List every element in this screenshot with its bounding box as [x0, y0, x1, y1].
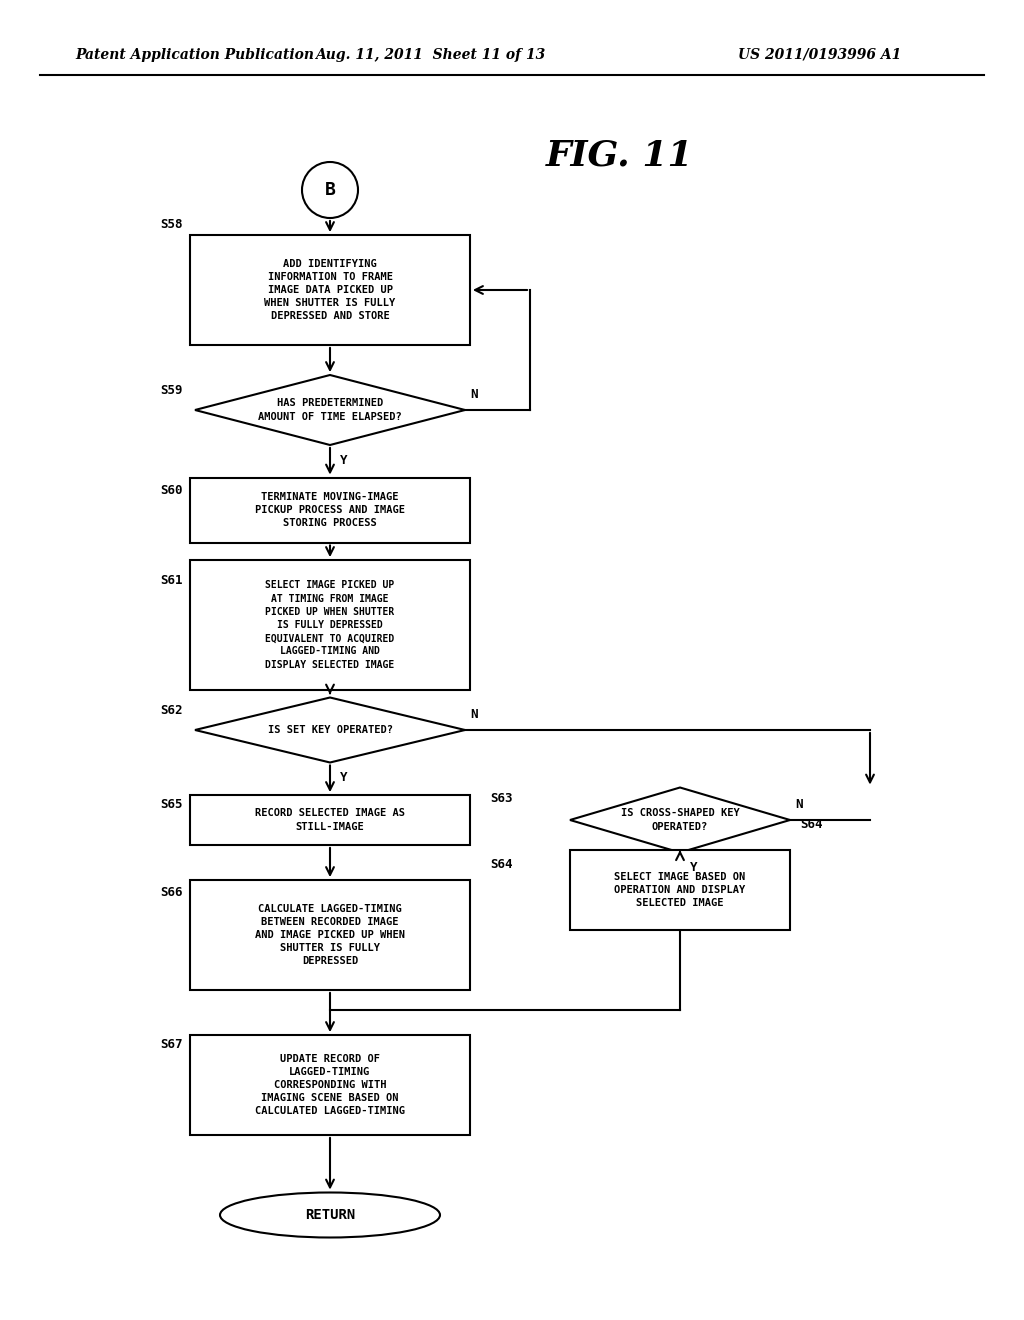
Text: S58: S58 [160, 219, 182, 231]
Text: HAS PREDETERMINED
AMOUNT OF TIME ELAPSED?: HAS PREDETERMINED AMOUNT OF TIME ELAPSED… [258, 399, 401, 421]
Text: Aug. 11, 2011  Sheet 11 of 13: Aug. 11, 2011 Sheet 11 of 13 [314, 48, 545, 62]
Text: N: N [795, 799, 803, 812]
FancyBboxPatch shape [190, 478, 470, 543]
Text: CALCULATE LAGGED-TIMING
BETWEEN RECORDED IMAGE
AND IMAGE PICKED UP WHEN
SHUTTER : CALCULATE LAGGED-TIMING BETWEEN RECORDED… [255, 904, 406, 966]
Text: RECORD SELECTED IMAGE AS
STILL-IMAGE: RECORD SELECTED IMAGE AS STILL-IMAGE [255, 808, 406, 832]
Text: S64: S64 [490, 858, 512, 871]
Text: S65: S65 [160, 799, 182, 812]
Text: US 2011/0193996 A1: US 2011/0193996 A1 [738, 48, 901, 62]
FancyBboxPatch shape [190, 795, 470, 845]
Text: UPDATE RECORD OF
LAGGED-TIMING
CORRESPONDING WITH
IMAGING SCENE BASED ON
CALCULA: UPDATE RECORD OF LAGGED-TIMING CORRESPON… [255, 1053, 406, 1117]
Polygon shape [570, 788, 790, 853]
FancyBboxPatch shape [190, 560, 470, 690]
Text: IS CROSS-SHAPED KEY
OPERATED?: IS CROSS-SHAPED KEY OPERATED? [621, 808, 739, 832]
Text: Y: Y [340, 454, 347, 466]
Text: SELECT IMAGE PICKED UP
AT TIMING FROM IMAGE
PICKED UP WHEN SHUTTER
IS FULLY DEPR: SELECT IMAGE PICKED UP AT TIMING FROM IM… [265, 581, 394, 669]
Text: FIG. 11: FIG. 11 [546, 139, 694, 172]
Text: Y: Y [690, 861, 697, 874]
Text: S67: S67 [160, 1039, 182, 1052]
Text: S64: S64 [800, 818, 822, 832]
Text: S66: S66 [160, 887, 182, 899]
Text: N: N [470, 709, 477, 722]
Text: S60: S60 [160, 483, 182, 496]
Text: IS SET KEY OPERATED?: IS SET KEY OPERATED? [267, 725, 392, 735]
FancyBboxPatch shape [190, 1035, 470, 1135]
Text: S62: S62 [160, 704, 182, 717]
Ellipse shape [220, 1192, 440, 1238]
Text: SELECT IMAGE BASED ON
OPERATION AND DISPLAY
SELECTED IMAGE: SELECT IMAGE BASED ON OPERATION AND DISP… [614, 871, 745, 908]
Text: RETURN: RETURN [305, 1208, 355, 1222]
Text: Patent Application Publication: Patent Application Publication [75, 48, 314, 62]
FancyBboxPatch shape [190, 880, 470, 990]
FancyBboxPatch shape [570, 850, 790, 931]
Text: ADD IDENTIFYING
INFORMATION TO FRAME
IMAGE DATA PICKED UP
WHEN SHUTTER IS FULLY
: ADD IDENTIFYING INFORMATION TO FRAME IMA… [264, 259, 395, 321]
Polygon shape [195, 697, 465, 763]
Text: S63: S63 [490, 792, 512, 804]
Text: S59: S59 [160, 384, 182, 396]
Circle shape [302, 162, 358, 218]
Text: TERMINATE MOVING-IMAGE
PICKUP PROCESS AND IMAGE
STORING PROCESS: TERMINATE MOVING-IMAGE PICKUP PROCESS AN… [255, 492, 406, 528]
Text: B: B [325, 181, 336, 199]
Text: N: N [470, 388, 477, 401]
FancyBboxPatch shape [190, 235, 470, 345]
Polygon shape [195, 375, 465, 445]
Text: S61: S61 [160, 573, 182, 586]
Text: Y: Y [340, 771, 347, 784]
